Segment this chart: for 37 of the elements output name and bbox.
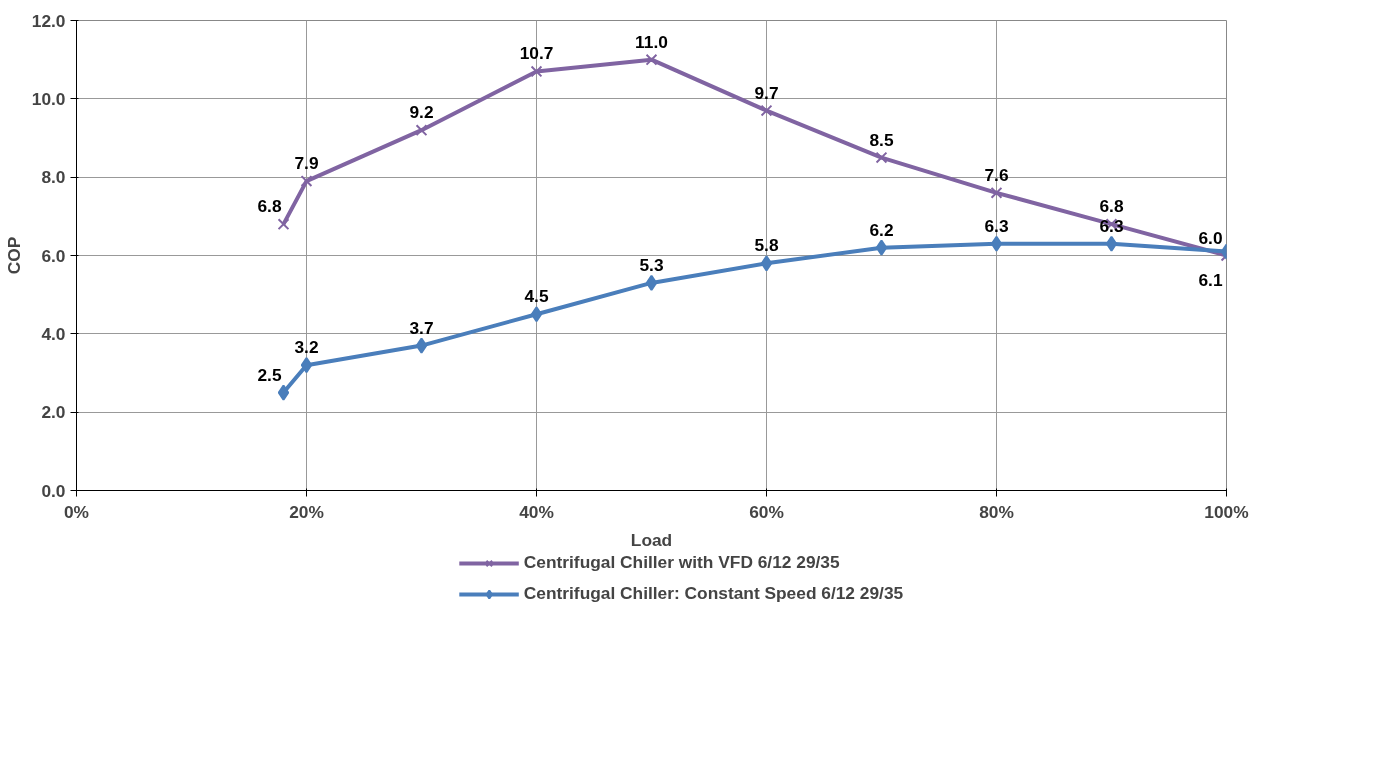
data-label: 5.3	[639, 254, 664, 275]
x-tick-label: 20%	[289, 501, 324, 522]
x-tick-label: 40%	[519, 501, 554, 522]
y-tick-label: 8.0	[41, 167, 66, 188]
data-label: 4.5	[524, 286, 549, 307]
data-label: 6.8	[1099, 196, 1124, 217]
data-label: 6.8	[257, 196, 282, 217]
y-axis-title: COP	[3, 236, 24, 275]
y-tick-label: 4.0	[41, 323, 66, 344]
x-tick-label: 100%	[1204, 501, 1249, 522]
data-label: 8.5	[869, 129, 894, 150]
data-label: 6.1	[1198, 269, 1223, 290]
data-label: 5.8	[754, 235, 779, 256]
x-axis-title: Load	[630, 529, 673, 550]
data-label: 6.3	[1099, 215, 1124, 236]
data-label: 6.3	[984, 215, 1009, 236]
y-tick-label: 10.0	[31, 88, 66, 109]
data-label: 10.7	[519, 43, 554, 64]
x-tick-label: 60%	[749, 501, 784, 522]
legend-label: Centrifugal Chiller: Constant Speed 6/12 29/35	[523, 583, 904, 604]
y-tick-label: 2.0	[41, 402, 66, 423]
x-tick-label: 80%	[979, 501, 1014, 522]
data-label: 7.6	[984, 164, 1009, 185]
data-label: 2.5	[257, 364, 282, 385]
data-label: 7.9	[294, 153, 319, 174]
data-label: 3.7	[409, 317, 434, 338]
x-tick-label: 0%	[63, 501, 90, 522]
y-tick-label: 12.0	[31, 10, 66, 31]
data-label: 11.0	[635, 31, 668, 52]
data-label: 3.2	[294, 337, 319, 358]
y-tick-label: 0.0	[41, 480, 66, 501]
data-label: 6.2	[869, 219, 894, 240]
data-label: 6.0	[1198, 227, 1223, 248]
y-tick-label: 6.0	[41, 245, 66, 266]
data-label: 9.2	[409, 102, 434, 123]
data-label: 9.7	[754, 82, 779, 103]
legend-label: Centrifugal Chiller with VFD 6/12 29/35	[523, 552, 840, 573]
